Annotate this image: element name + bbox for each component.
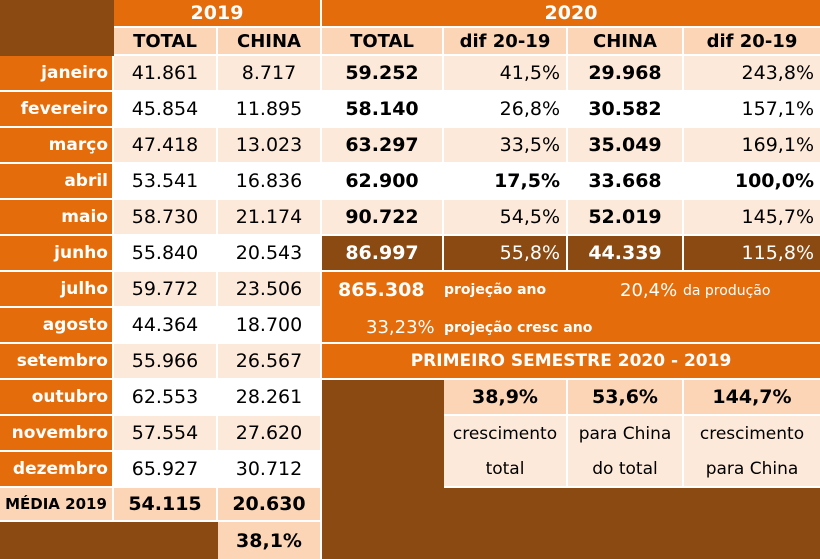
media-label: MÉDIA 2019	[0, 488, 114, 522]
projection-year-label: projeção ano	[444, 282, 547, 298]
total-2020-cell: 90.722	[322, 200, 444, 236]
china-2019-cell: 23.506	[218, 272, 322, 308]
month-label: novembro	[0, 416, 114, 452]
total-2020-cell: 86.997	[322, 236, 444, 272]
year-2020-header: 2020	[322, 0, 820, 28]
semester-label-line1: crescimento	[684, 416, 820, 452]
dif-china-cell: 169,1%	[684, 128, 820, 164]
month-label: junho	[0, 236, 114, 272]
month-label: outubro	[0, 380, 114, 416]
dif-china-cell: 145,7%	[684, 200, 820, 236]
col-china-2020: CHINA	[568, 28, 684, 56]
china-2019-cell: 16.836	[218, 164, 322, 200]
total-2020-cell: 59.252	[322, 56, 444, 92]
semester-label-line1: crescimento	[444, 416, 568, 452]
dif-total-cell: 26,8%	[444, 92, 568, 128]
dif-total-cell: 54,5%	[444, 200, 568, 236]
col-china-2019: CHINA	[218, 28, 322, 56]
semester-label-line2: para China	[684, 452, 820, 488]
projection-share-value: 20,4%	[620, 280, 678, 301]
total-2020-cell: 62.900	[322, 164, 444, 200]
media-china-value: 20.630	[218, 488, 322, 522]
total-2020-cell: 58.140	[322, 92, 444, 128]
month-label: dezembro	[0, 452, 114, 488]
col-total-2020: TOTAL	[322, 28, 444, 56]
total-2019-cell: 58.730	[114, 200, 218, 236]
projection-share-label: da produção	[683, 283, 771, 299]
total-2019-cell: 53.541	[114, 164, 218, 200]
total-2019-cell: 45.854	[114, 92, 218, 128]
year-2019-header: 2019	[114, 0, 322, 28]
month-label: maio	[0, 200, 114, 236]
semester-label-line2: do total	[568, 452, 684, 488]
total-2019-cell: 44.364	[114, 308, 218, 344]
dif-china-cell: 243,8%	[684, 56, 820, 92]
china-share-2019: 38,1%	[218, 522, 322, 559]
media-total-value: 54.115	[114, 488, 218, 522]
dif-china-cell: 115,8%	[684, 236, 820, 272]
dif-china-cell: 157,1%	[684, 92, 820, 128]
semester-china-share-value: 53,6%	[568, 380, 684, 416]
china-2019-cell: 28.261	[218, 380, 322, 416]
china-2019-cell: 18.700	[218, 308, 322, 344]
semester-growth-china-value: 144,7%	[684, 380, 820, 416]
semester-blank	[322, 380, 444, 559]
china-2020-cell: 33.668	[568, 164, 684, 200]
total-2019-cell: 59.772	[114, 272, 218, 308]
china-2019-cell: 21.174	[218, 200, 322, 236]
month-label: março	[0, 128, 114, 164]
col-dif-total: dif 20-19	[444, 28, 568, 56]
dif-china-cell: 100,0%	[684, 164, 820, 200]
projection-block: 865.308 projeção ano 20,4% da produção 3…	[322, 272, 820, 344]
total-2019-cell: 57.554	[114, 416, 218, 452]
month-label: agosto	[0, 308, 114, 344]
dif-total-cell: 33,5%	[444, 128, 568, 164]
semester-title: PRIMEIRO SEMESTRE 2020 - 2019	[322, 344, 820, 380]
corner-blank	[0, 0, 114, 56]
col-dif-china: dif 20-19	[684, 28, 820, 56]
month-label: fevereiro	[0, 92, 114, 128]
china-2019-cell: 11.895	[218, 92, 322, 128]
total-2019-cell: 55.966	[114, 344, 218, 380]
month-label: abril	[0, 164, 114, 200]
china-2019-cell: 20.543	[218, 236, 322, 272]
china-2019-cell: 8.717	[218, 56, 322, 92]
total-2019-cell: 55.840	[114, 236, 218, 272]
dif-total-cell: 41,5%	[444, 56, 568, 92]
projection-growth-label: projeção cresc ano	[444, 320, 593, 336]
china-2020-cell: 29.968	[568, 56, 684, 92]
projection-growth-value: 33,23%	[366, 317, 435, 338]
projection-year-value: 865.308	[338, 279, 425, 301]
month-label: julho	[0, 272, 114, 308]
semester-growth-total-value: 38,9%	[444, 380, 568, 416]
semester-label-line2: total	[444, 452, 568, 488]
month-label: janeiro	[0, 56, 114, 92]
month-label: setembro	[0, 344, 114, 380]
dif-total-cell: 55,8%	[444, 236, 568, 272]
total-2019-cell: 41.861	[114, 56, 218, 92]
china-2020-cell: 44.339	[568, 236, 684, 272]
dif-total-cell: 17,5%	[444, 164, 568, 200]
china-2019-cell: 13.023	[218, 128, 322, 164]
china-2020-cell: 30.582	[568, 92, 684, 128]
total-2020-cell: 63.297	[322, 128, 444, 164]
total-2019-cell: 65.927	[114, 452, 218, 488]
semester-label-line1: para China	[568, 416, 684, 452]
china-2019-cell: 26.567	[218, 344, 322, 380]
total-2019-cell: 47.418	[114, 128, 218, 164]
china-2020-cell: 35.049	[568, 128, 684, 164]
china-2020-cell: 52.019	[568, 200, 684, 236]
total-2019-cell: 62.553	[114, 380, 218, 416]
china-2019-cell: 30.712	[218, 452, 322, 488]
col-total-2019: TOTAL	[114, 28, 218, 56]
china-2019-cell: 27.620	[218, 416, 322, 452]
